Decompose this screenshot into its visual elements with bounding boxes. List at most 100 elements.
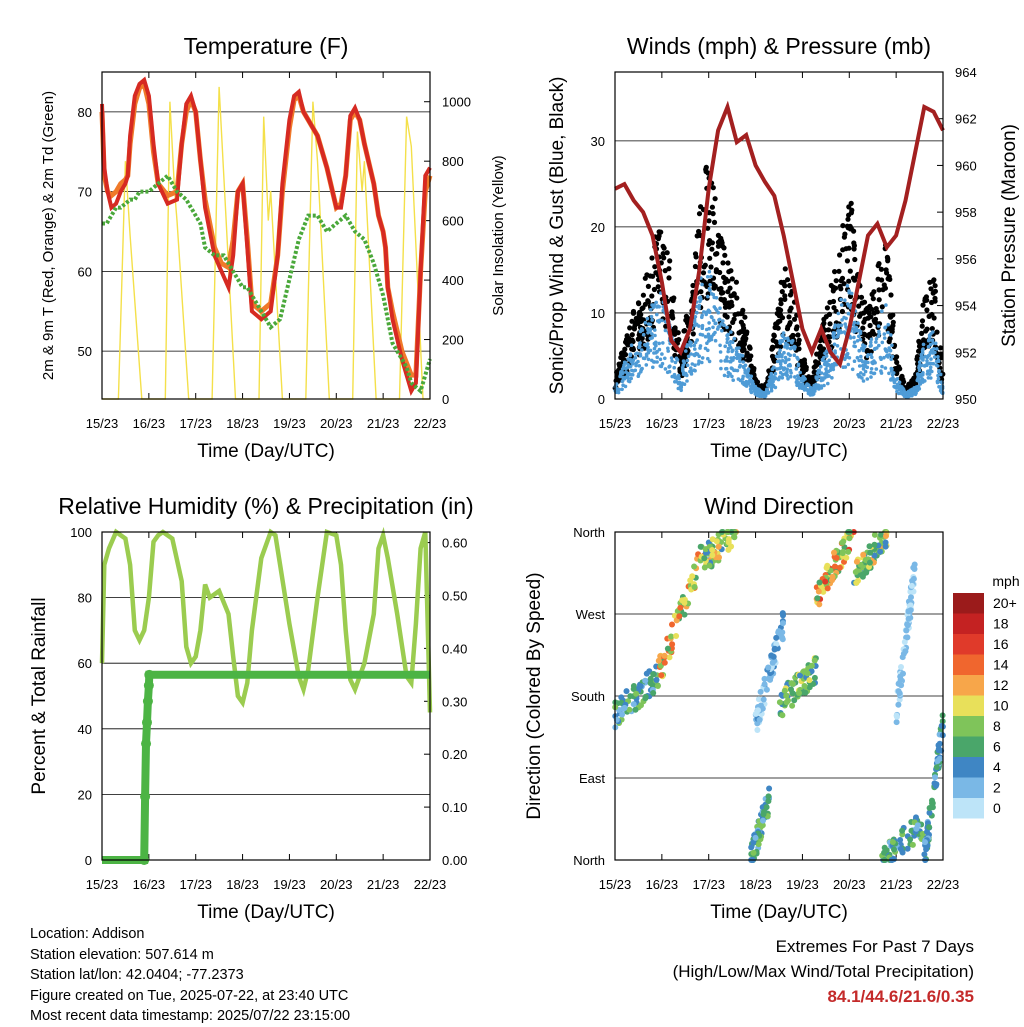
wind-point	[931, 341, 935, 345]
wind-point	[925, 361, 929, 366]
direction-point	[932, 774, 938, 781]
wind-point	[859, 371, 863, 375]
wind-point	[930, 348, 934, 352]
gust-point	[914, 354, 921, 360]
wind-point	[930, 369, 934, 374]
direction-point	[780, 620, 786, 627]
wind-point	[788, 362, 792, 367]
gust-point	[879, 277, 885, 283]
gust-point	[821, 316, 827, 322]
gust-point	[851, 246, 857, 252]
wind-point	[921, 342, 926, 347]
wind-point	[846, 303, 851, 308]
wind-point	[709, 292, 714, 296]
extremes-title: Extremes For Past 7 Days	[775, 937, 974, 956]
gust-point	[702, 262, 708, 268]
created-text: Figure created on Tue, 2025-07-22, at 23…	[30, 987, 349, 1004]
direction-point	[769, 659, 776, 666]
wind-point	[764, 389, 769, 394]
direction-point	[871, 531, 878, 538]
gust-point	[890, 319, 896, 325]
direction-point	[881, 844, 888, 851]
y-axis-label: Direction (Colored By Speed)	[524, 572, 545, 819]
direction-point	[829, 577, 835, 584]
recent-text: Most recent data timestamp: 2025/07/22 2…	[30, 1008, 351, 1024]
direction-point	[779, 712, 786, 719]
gust-point	[713, 251, 719, 257]
gust-point	[661, 245, 667, 251]
wind-point	[808, 392, 812, 396]
x-tick-label: 22/23	[927, 416, 960, 431]
wind-point	[700, 356, 705, 360]
wind-point	[733, 368, 737, 373]
wind-point	[707, 321, 711, 325]
gust-point	[731, 316, 737, 322]
chart-title: Winds (mph) & Pressure (mb)	[627, 33, 931, 59]
direction-point	[899, 654, 906, 661]
direction-point	[901, 639, 908, 645]
wind-point	[657, 347, 662, 352]
direction-point	[790, 680, 796, 687]
x-tick-label: 19/23	[273, 877, 306, 892]
x-tick-label: 17/23	[179, 416, 212, 431]
gust-point	[862, 316, 868, 322]
direction-point	[889, 839, 896, 845]
wind-point	[621, 383, 625, 388]
y2-tick-label: 800	[442, 154, 464, 169]
gust-point	[660, 251, 666, 257]
gust-point	[898, 375, 904, 381]
wind-point	[698, 346, 702, 350]
station-info: Location: Addison Station elevation: 507…	[30, 924, 350, 1027]
gust-point	[814, 351, 820, 357]
direction-point	[816, 601, 823, 608]
wind-point	[885, 353, 890, 358]
gust-point	[840, 223, 846, 229]
x-tick-label: 21/23	[880, 416, 913, 431]
wind-point	[780, 376, 785, 380]
y2-tick-label: 0.30	[442, 694, 467, 709]
direction-point	[664, 645, 671, 652]
wind-point	[861, 348, 865, 353]
wind-point	[853, 344, 857, 349]
wind-point	[735, 356, 739, 361]
wind-point	[917, 375, 922, 379]
wind-point	[657, 319, 662, 324]
plot-frame	[614, 531, 944, 861]
y-axis-label: Percent & Total Rainfall	[29, 597, 50, 794]
direction-point	[824, 585, 831, 592]
colorbar-swatch	[953, 654, 984, 675]
wind-point	[726, 374, 730, 379]
gust-point	[744, 350, 750, 356]
colorbar-label: 6	[993, 739, 1001, 755]
gust-point	[851, 228, 857, 234]
wind-point	[835, 335, 839, 339]
wind-point	[645, 316, 650, 321]
precip-point	[143, 680, 154, 691]
wind-point	[845, 284, 850, 288]
wind-point	[832, 342, 837, 347]
wind-point	[926, 369, 930, 374]
wind-point	[890, 354, 895, 359]
gust-point	[635, 320, 641, 326]
colorbar-label: 20+	[993, 595, 1017, 611]
direction-point	[866, 559, 873, 566]
wind-direction-panel: Wind Direction Time (Day/UTC) 15/23 16/23 17…	[524, 493, 959, 923]
direction-point	[926, 824, 933, 831]
gust-point	[651, 286, 658, 293]
direction-point	[859, 573, 866, 580]
wind-point	[753, 384, 758, 389]
gust-point	[919, 330, 925, 336]
gust-point	[711, 219, 718, 225]
direction-point	[647, 680, 654, 687]
x-tick-label: 19/23	[273, 416, 306, 431]
wind-point	[718, 350, 723, 354]
x-tick-label: 18/23	[226, 416, 259, 431]
direction-point	[701, 564, 708, 571]
gust-point	[736, 330, 742, 336]
direction-point	[709, 552, 716, 559]
wind-point	[657, 341, 661, 346]
wind-point	[865, 377, 870, 381]
direction-point	[904, 845, 911, 852]
wind-point	[621, 365, 626, 369]
direction-point	[630, 701, 637, 708]
